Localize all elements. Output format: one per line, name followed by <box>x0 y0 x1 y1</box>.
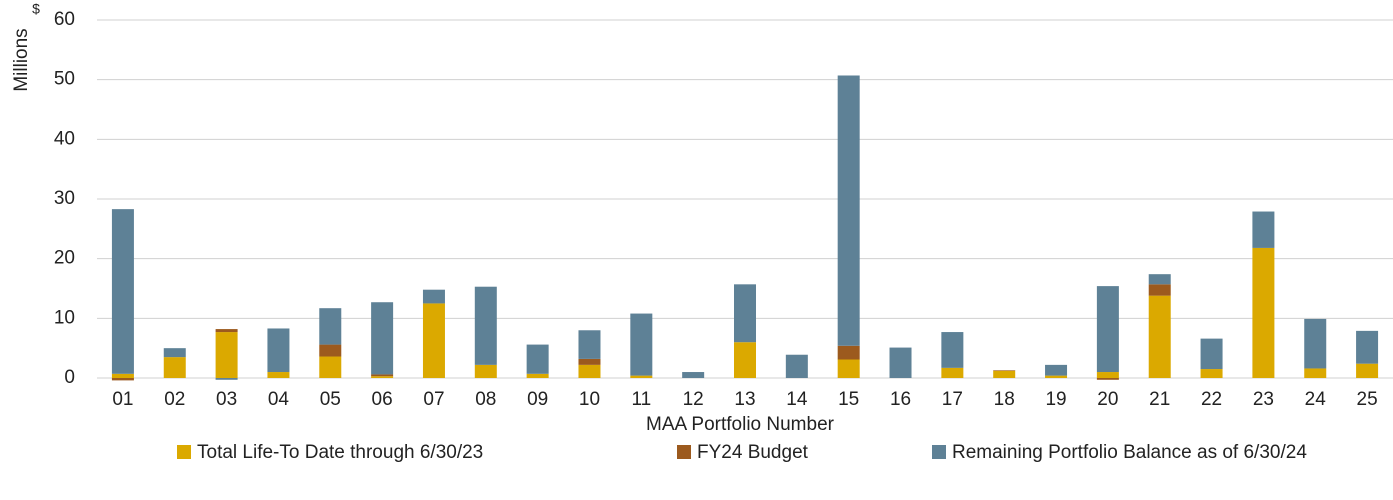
bar-segment <box>993 370 1016 378</box>
bar-segment <box>1148 274 1171 285</box>
bar-segment <box>578 358 601 365</box>
bar-segment <box>422 303 445 378</box>
x-tick-label: 15 <box>838 389 859 410</box>
bar-segment <box>837 75 860 346</box>
bar-segment <box>1045 375 1068 378</box>
bar-segment <box>474 364 497 378</box>
bar-segment <box>371 374 394 377</box>
x-tick-label: 10 <box>579 389 600 410</box>
bar-segment <box>1304 318 1327 369</box>
bar-segment <box>785 354 808 378</box>
x-tick-label: 12 <box>683 389 704 410</box>
x-tick-label: 16 <box>890 389 911 410</box>
y-tick-label: 20 <box>54 248 75 269</box>
bar-segment <box>1148 295 1171 378</box>
y-tick-label: 60 <box>54 9 75 30</box>
x-axis-label: MAA Portfolio Number <box>646 414 835 435</box>
bar-segment <box>941 367 964 378</box>
legend-swatch <box>177 445 191 459</box>
x-tick-label: 13 <box>734 389 755 410</box>
x-tick-label: 11 <box>631 389 651 410</box>
bar-segment <box>837 345 860 360</box>
bar-segment <box>941 332 964 368</box>
x-tick-label: 22 <box>1201 389 1222 410</box>
bar-segment <box>1252 211 1275 248</box>
bar-segment <box>319 308 342 345</box>
bar-segment <box>1356 330 1379 364</box>
x-tick-label: 23 <box>1253 389 1274 410</box>
bar-segment <box>1148 284 1171 296</box>
bar-segment <box>1304 368 1327 378</box>
x-tick-label: 01 <box>112 389 133 410</box>
bar-segment <box>371 376 394 378</box>
bar-segment <box>1096 372 1119 378</box>
x-tick-label: 04 <box>268 389 290 410</box>
bar-segment <box>163 348 186 358</box>
bar-segment <box>1356 363 1379 378</box>
x-tick-label: 20 <box>1097 389 1118 410</box>
bar-segment <box>267 328 290 373</box>
x-tick-label: 08 <box>475 389 496 410</box>
bar-segment <box>682 372 705 378</box>
bar-segment <box>1252 247 1275 378</box>
bar-segment <box>1096 378 1119 380</box>
x-tick-label: 06 <box>372 389 393 410</box>
bar-segment <box>526 373 549 378</box>
bar-segment <box>630 313 653 376</box>
bar-segment <box>111 209 134 374</box>
legend-label: Remaining Portfolio Balance as of 6/30/2… <box>952 442 1307 463</box>
legend-label: FY24 Budget <box>697 442 809 463</box>
y-tick-label: 50 <box>54 69 75 90</box>
x-tick-label: 02 <box>164 389 185 410</box>
x-tick-label: 18 <box>994 389 1015 410</box>
bar-segment <box>111 378 134 381</box>
bar-segment <box>474 286 497 365</box>
x-tick-label: 21 <box>1149 389 1170 410</box>
bar-segment <box>889 347 912 378</box>
bar-segment <box>526 344 549 374</box>
x-tick-label: 19 <box>1045 389 1066 410</box>
legend-label: Total Life-To Date through 6/30/23 <box>197 442 483 463</box>
legend-swatch <box>677 445 691 459</box>
bar-segment <box>578 330 601 359</box>
bar-segment <box>371 302 394 375</box>
y-tick-label: 40 <box>54 128 75 149</box>
bar-segment <box>630 375 653 378</box>
y-tick-label: 10 <box>54 307 75 328</box>
legend-swatch <box>932 445 946 459</box>
bar-segment <box>1045 364 1068 376</box>
bar-segment <box>215 378 238 380</box>
y-tick-label: 0 <box>64 367 75 388</box>
bar-segment <box>319 356 342 378</box>
bar-segment <box>319 344 342 357</box>
bar-segment <box>837 359 860 378</box>
y-axis-unit: $ <box>32 1 40 17</box>
bar-segment <box>267 372 290 378</box>
bar-segment <box>163 357 186 378</box>
bar-segment <box>734 342 756 378</box>
y-axis-label: Millions <box>11 28 32 91</box>
bar-segment <box>734 284 756 343</box>
x-tick-label: 14 <box>786 389 808 410</box>
bar-segment <box>111 373 134 378</box>
bar-segment <box>578 364 601 378</box>
bar-segment <box>215 332 238 378</box>
x-tick-label: 17 <box>942 389 963 410</box>
bar-segment <box>993 370 1016 371</box>
bar-segment <box>1200 369 1223 378</box>
x-tick-label: 24 <box>1305 389 1327 410</box>
bar-segment <box>1096 286 1119 373</box>
x-tick-label: 03 <box>216 389 237 410</box>
x-tick-label: 05 <box>320 389 341 410</box>
x-tick-label: 25 <box>1357 389 1378 410</box>
bar-segment <box>215 329 238 333</box>
y-tick-label: 30 <box>54 188 75 209</box>
bar-segment <box>1200 338 1223 370</box>
x-tick-label: 07 <box>423 389 444 410</box>
x-tick-label: 09 <box>527 389 548 410</box>
bar-segment <box>422 289 445 304</box>
